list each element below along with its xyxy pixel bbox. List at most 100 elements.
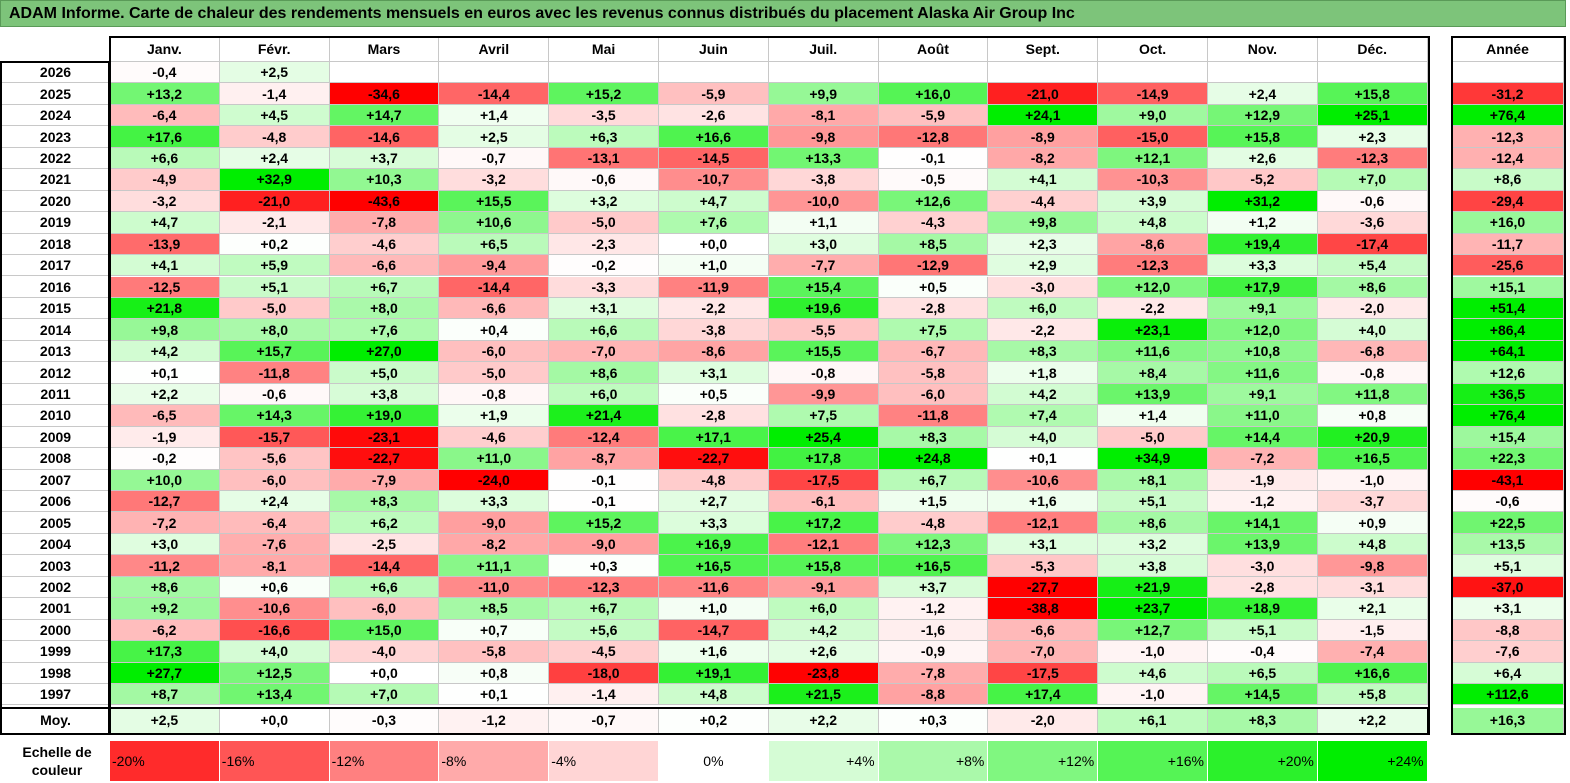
heatmap-cell: +8,3: [329, 491, 440, 513]
heatmap-cell: +3,3: [1208, 255, 1318, 277]
heatmap-cell: -12,3: [549, 576, 659, 599]
heatmap-cell: -21,0: [988, 83, 1099, 105]
heatmap-cell: -12,3: [1098, 255, 1208, 277]
heatmap-cell: -0,8: [439, 383, 550, 406]
annual-cell: -25,6: [1452, 255, 1564, 277]
annual-cell: -43,1: [1452, 469, 1564, 491]
heatmap-cell: +4,1: [110, 255, 220, 277]
heatmap-cell: -12,9: [878, 255, 989, 277]
heatmap-cell: +6,7: [329, 276, 440, 298]
annual-cell: +64,1: [1452, 340, 1564, 363]
heatmap-cell: +6,7: [878, 469, 989, 491]
heatmap-cell: +15,2: [549, 512, 659, 534]
heatmap-cell: +12,0: [1208, 319, 1318, 341]
heatmap-cell: -1,4: [549, 684, 659, 706]
heatmap-cell: -9,8: [1317, 555, 1428, 577]
heatmap-cell: +23,7: [1098, 598, 1208, 620]
heatmap-cell: -3,0: [988, 276, 1099, 298]
heatmap-cell: +15,8: [1208, 126, 1318, 148]
heatmap-cell: +5,1: [219, 276, 330, 298]
heatmap-cell: [878, 62, 989, 84]
heatmap-cell: -5,2: [1208, 169, 1318, 191]
heatmap-cell: -8,9: [988, 126, 1099, 148]
heatmap-cell: -6,8: [1317, 340, 1428, 363]
heatmap-cell: -0,4: [110, 62, 220, 84]
heatmap-cell: -4,8: [878, 512, 989, 534]
row-year-label: 2006: [2, 491, 110, 513]
heatmap-cell: +11,0: [439, 448, 550, 470]
heatmap-cell: +17,4: [988, 684, 1099, 706]
color-scale-swatch: +12%: [988, 741, 1099, 781]
heatmap-cell: -0,9: [878, 641, 989, 663]
heatmap-cell: -6,0: [219, 469, 330, 491]
heatmap-cell: +11,8: [1317, 383, 1428, 406]
heatmap-cell: [439, 62, 550, 84]
heatmap-cell: +11,0: [1208, 405, 1318, 427]
heatmap-cell: -6,2: [110, 619, 220, 642]
row-year-label: 1999: [2, 641, 110, 663]
heatmap-cell: -15,0: [1098, 126, 1208, 148]
row-year-label: 2010: [2, 405, 110, 427]
heatmap-cell: +4,7: [659, 190, 769, 213]
heatmap-cell: +6,5: [1208, 662, 1318, 685]
heatmap-cell: +8,5: [439, 598, 550, 620]
heatmap-cell: +2,3: [988, 233, 1099, 256]
heatmap-cell: -38,8: [988, 598, 1099, 620]
heatmap-cell: [1208, 62, 1318, 84]
heatmap-cell: +16,5: [1317, 448, 1428, 470]
heatmap-cell: +15,2: [549, 83, 659, 105]
color-scale-swatch: +4%: [768, 741, 879, 781]
heatmap-cell: +3,1: [988, 533, 1099, 556]
annual-cell: +16,0: [1452, 212, 1564, 234]
heatmap-cell: +11,6: [1208, 362, 1318, 384]
heatmap-cell: [768, 62, 879, 84]
heatmap-cell: +15,5: [768, 340, 879, 363]
heatmap-cell: +2,9: [988, 255, 1099, 277]
heatmap-cell: +1,1: [768, 212, 879, 234]
heatmap-cell: +7,6: [659, 212, 769, 234]
average-cell: +0,3: [878, 707, 989, 734]
annual-cell: +6,4: [1452, 662, 1564, 685]
heatmap-cell: +0,0: [659, 233, 769, 256]
heatmap-cell: -7,8: [878, 662, 989, 685]
heatmap-cell: +2,5: [439, 126, 550, 148]
annual-cell: +76,4: [1452, 104, 1564, 127]
heatmap-cell: -14,7: [659, 619, 769, 642]
heatmap-cell: -2,2: [988, 319, 1099, 341]
heatmap-cell: +18,9: [1208, 598, 1318, 620]
heatmap-cell: [659, 62, 769, 84]
heatmap-cell: +7,0: [1317, 169, 1428, 191]
heatmap-cell: -4,0: [329, 641, 440, 663]
heatmap-cell: +5,1: [1208, 619, 1318, 642]
heatmap-cell: +1,6: [659, 641, 769, 663]
heatmap-cell: +5,8: [1317, 684, 1428, 706]
annual-cell: -11,7: [1452, 233, 1564, 256]
heatmap-cell: -4,6: [439, 426, 550, 449]
month-header: Juil.: [768, 37, 879, 62]
heatmap-cell: +4,7: [110, 212, 220, 234]
heatmap-cell: +9,8: [110, 319, 220, 341]
heatmap-cell: +7,0: [329, 684, 440, 706]
color-scale-swatch: -8%: [439, 741, 550, 781]
heatmap-cell: +8,6: [110, 576, 220, 599]
heatmap-cell: +12,9: [1208, 104, 1318, 127]
heatmap-cell: +23,1: [1098, 319, 1208, 341]
heatmap-cell: [549, 62, 659, 84]
annual-cell: +15,1: [1452, 276, 1564, 298]
heatmap-cell: +6,7: [549, 598, 659, 620]
heatmap-cell: +34,9: [1098, 448, 1208, 470]
row-year-label: 2022: [2, 147, 110, 170]
row-year-label: 2013: [2, 340, 110, 363]
heatmap-cell: -8,6: [1098, 233, 1208, 256]
annual-cell: -8,8: [1452, 619, 1564, 642]
heatmap-cell: -13,1: [549, 147, 659, 170]
heatmap-cell: -0,1: [878, 147, 989, 170]
annual-cell: -12,4: [1452, 147, 1564, 170]
heatmap-cell: -1,5: [1317, 619, 1428, 642]
heatmap-cell: -3,2: [439, 169, 550, 191]
heatmap-cell: +2,1: [1317, 598, 1428, 620]
average-cell: +2,5: [110, 707, 220, 734]
heatmap-cell: -1,0: [1317, 469, 1428, 491]
color-scale-swatch: -16%: [219, 741, 330, 781]
heatmap-cell: +12,7: [1098, 619, 1208, 642]
